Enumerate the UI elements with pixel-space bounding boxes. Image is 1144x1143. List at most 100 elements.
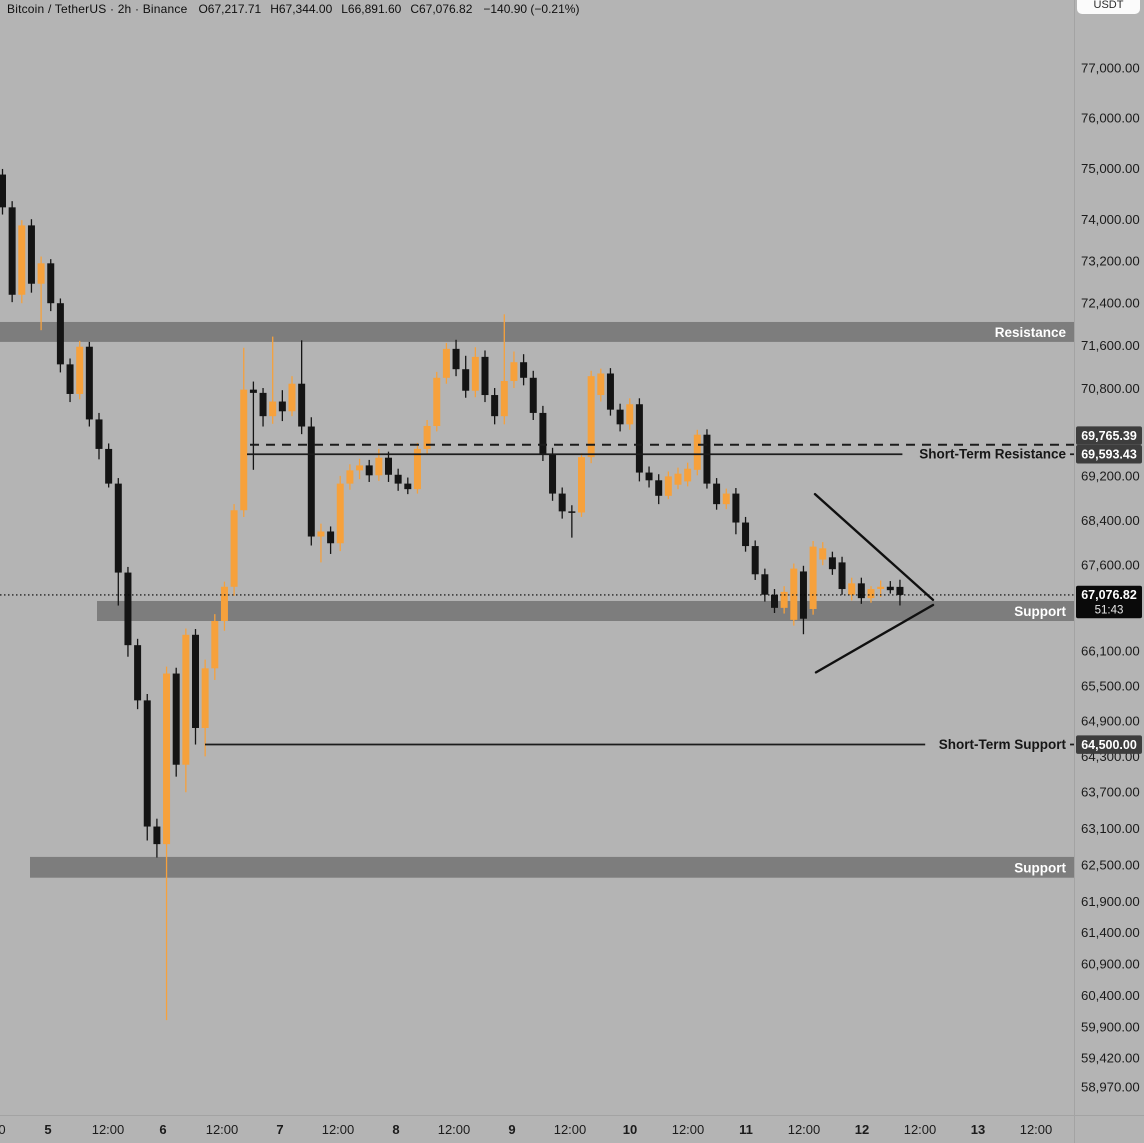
candle-body [848, 583, 856, 595]
candle-body [732, 493, 740, 523]
candle [8, 201, 16, 303]
candle [828, 551, 836, 575]
price-tick-label: 66,100.00 [1081, 643, 1140, 658]
candle-body [886, 586, 894, 591]
candle [655, 474, 663, 505]
triangle-upper-line[interactable] [813, 492, 935, 602]
candle [442, 342, 450, 384]
candle [404, 477, 412, 495]
candles [0, 168, 904, 1021]
candle [192, 629, 199, 745]
candle-body [587, 376, 595, 458]
candle [616, 403, 624, 432]
candle-body [896, 586, 904, 595]
ohlc-item-O: O67,217.71 [198, 2, 262, 16]
candle [491, 388, 499, 425]
price-tick-label: 65,500.00 [1081, 678, 1140, 693]
candle [597, 368, 605, 402]
badge-bg [1076, 585, 1142, 619]
candle [423, 419, 431, 455]
candle [365, 459, 373, 482]
candle [500, 314, 508, 425]
candle-body [230, 510, 238, 587]
candle [578, 453, 585, 517]
candle-body [404, 483, 412, 490]
time-axis[interactable]: 0 5 12:00 6 12:00 7 12:00 8 12:00 9 12:00 10 12:00 11… [0, 1122, 1052, 1137]
candle [471, 347, 479, 398]
candle-body [27, 225, 35, 284]
candle [761, 568, 769, 602]
candle [771, 589, 778, 613]
candle-body [220, 586, 228, 622]
candle [693, 429, 701, 476]
badge-price-text: 69,765.39 [1081, 429, 1137, 443]
candle [848, 577, 856, 601]
candle [819, 542, 827, 566]
price-tick-label: 63,100.00 [1081, 821, 1140, 836]
time-tick-label: 10 [623, 1122, 637, 1137]
candle [703, 429, 711, 489]
price-tick-label: 77,000.00 [1081, 60, 1140, 75]
candle-body [684, 468, 692, 482]
candle [732, 488, 740, 535]
candle [356, 458, 364, 480]
candle-body [520, 362, 528, 378]
candle-body [655, 480, 663, 496]
candle-body [616, 409, 624, 425]
sr-zone[interactable] [97, 600, 1074, 622]
sr-zone[interactable] [30, 856, 1074, 878]
candle [143, 693, 151, 841]
time-tick-label: 12:00 [904, 1122, 937, 1137]
candle [558, 487, 566, 519]
price-level-badge: 64,500.00 [1076, 735, 1142, 754]
price-tick-label: 60,400.00 [1081, 988, 1140, 1003]
sr-zones: Resistance Support Support [0, 321, 1074, 878]
time-tick-label: 12:00 [206, 1122, 239, 1137]
candle [220, 581, 228, 631]
candle-body [143, 700, 151, 827]
candle [134, 638, 142, 710]
candle [201, 659, 209, 757]
candle-body [877, 586, 885, 590]
candle-body [790, 568, 798, 620]
candle [886, 581, 894, 594]
candle-body [481, 356, 489, 396]
candle-body [693, 434, 701, 470]
candle [510, 351, 518, 389]
candle [877, 580, 885, 598]
ohlc-values: O67,217.71 H67,344.00 L66,891.60 C67,076.82 [198, 2, 472, 16]
price-tick-label: 61,900.00 [1081, 894, 1140, 909]
candle [124, 566, 132, 657]
candle-body [751, 546, 759, 575]
candle-body [857, 583, 865, 599]
triangle-pattern[interactable] [813, 492, 935, 674]
candle-body [722, 493, 730, 505]
time-tick-label: 12:00 [1020, 1122, 1053, 1137]
time-tick-label: 12:00 [672, 1122, 705, 1137]
time-tick-label: 13 [971, 1122, 985, 1137]
ohlc-item-C: C67,076.82 [410, 2, 473, 16]
candle [896, 579, 904, 606]
candle-body [56, 303, 64, 365]
candle-body [452, 348, 460, 370]
candle [288, 376, 296, 417]
symbol-title[interactable]: Bitcoin / TetherUS · 2h · Binance [7, 2, 188, 16]
candle-body [433, 377, 441, 426]
zone-label: Resistance [995, 325, 1067, 340]
candle [635, 398, 643, 482]
candle-body [510, 362, 518, 382]
candle [645, 466, 653, 488]
candle [529, 370, 537, 420]
current-price-badge: 67,076.82 51:43 [1076, 585, 1142, 619]
bar-countdown-text: 51:43 [1095, 604, 1124, 616]
candle [587, 370, 595, 464]
badge-bg [1076, 735, 1142, 754]
candle-body [172, 673, 180, 765]
candle-body [713, 483, 721, 505]
currency-toggle-button[interactable]: USDT [1077, 0, 1140, 14]
triangle-lower-line[interactable] [814, 603, 935, 674]
badge-price-text: 69,593.43 [1081, 448, 1137, 462]
sr-zone[interactable] [0, 321, 1074, 342]
